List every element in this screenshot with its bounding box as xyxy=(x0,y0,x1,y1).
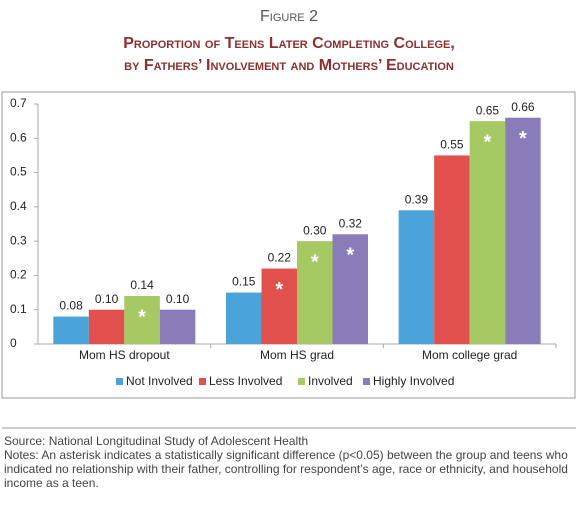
y-tick-label: 0.6 xyxy=(10,130,27,144)
bar xyxy=(261,268,297,344)
legend-label: Less Involved xyxy=(209,374,282,388)
value-label: 0.08 xyxy=(59,299,83,313)
x-tick-label: Mom HS grad xyxy=(260,348,334,362)
significance-asterisk: * xyxy=(275,279,283,301)
significance-asterisk: * xyxy=(484,131,492,153)
legend-label: Highly Involved xyxy=(373,374,454,388)
bar xyxy=(124,296,160,344)
bar xyxy=(469,121,506,345)
bar xyxy=(88,309,125,344)
legend-swatch xyxy=(298,378,305,385)
value-label: 0.32 xyxy=(339,216,363,230)
chart-subtitle: Proportion of Teens Later Completing Col… xyxy=(123,35,455,52)
chart-subtitle: by Fathers’ Involvement and Mothers’ Edu… xyxy=(124,57,454,74)
source: Source: National Longitudinal Study of A… xyxy=(4,434,309,448)
legend-label: Involved xyxy=(308,374,353,388)
bar xyxy=(159,309,196,344)
x-tick-label: Mom HS dropout xyxy=(79,348,170,362)
legend-swatch xyxy=(363,378,370,385)
significance-asterisk: * xyxy=(519,128,527,150)
chart-frame xyxy=(1,91,576,399)
value-label: 0.15 xyxy=(232,275,256,289)
y-tick-label: 0.3 xyxy=(10,233,27,247)
bar xyxy=(53,316,89,344)
value-label: 0.14 xyxy=(130,278,154,292)
value-label: 0.65 xyxy=(476,103,500,117)
legend-swatch xyxy=(116,378,123,385)
bar xyxy=(332,234,368,344)
y-tick-label: 0 xyxy=(10,336,17,350)
bar xyxy=(297,241,333,344)
y-tick-label: 0.5 xyxy=(10,165,27,179)
value-label: 0.22 xyxy=(268,251,292,265)
value-label: 0.66 xyxy=(511,100,535,114)
y-tick-label: 0.7 xyxy=(10,96,27,110)
bar xyxy=(226,292,262,344)
significance-asterisk: * xyxy=(346,245,354,267)
chart-title: Figure 2 xyxy=(260,8,318,25)
value-label: 0.10 xyxy=(95,292,119,306)
value-label: 0.10 xyxy=(166,292,190,306)
notes: Notes: An asterisk indicates a statistic… xyxy=(4,448,568,490)
x-tick-label: Mom college grad xyxy=(422,348,517,362)
legend-label: Not Involved xyxy=(126,374,193,388)
y-tick-label: 0.4 xyxy=(10,199,27,213)
y-tick-label: 0.1 xyxy=(10,302,27,316)
significance-asterisk: * xyxy=(311,251,319,273)
bar xyxy=(505,117,541,344)
value-label: 0.30 xyxy=(303,223,327,237)
y-tick-label: 0.2 xyxy=(10,268,27,282)
bar xyxy=(434,155,470,344)
significance-asterisk: * xyxy=(138,306,146,328)
value-label: 0.55 xyxy=(440,138,464,152)
bar xyxy=(398,210,435,344)
legend-swatch xyxy=(199,378,206,385)
value-label: 0.39 xyxy=(405,192,429,206)
